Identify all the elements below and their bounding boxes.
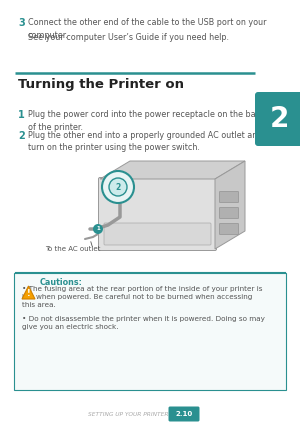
Circle shape [93,224,103,234]
Text: 2: 2 [269,105,289,133]
Circle shape [109,178,127,196]
Text: Connect the other end of the cable to the USB port on your
computer.: Connect the other end of the cable to th… [28,18,266,39]
Text: To the AC outlet: To the AC outlet [45,246,100,252]
Polygon shape [100,161,245,179]
Text: 3: 3 [18,18,25,28]
Text: • Do not disassemble the printer when it is powered. Doing so may
give you an el: • Do not disassemble the printer when it… [22,316,265,330]
Text: 2: 2 [116,182,121,192]
Text: Turning the Printer on: Turning the Printer on [18,78,184,91]
Text: !: ! [27,288,30,298]
Text: Plug the power cord into the power receptacle on the back
of the printer.: Plug the power cord into the power recep… [28,110,265,131]
FancyBboxPatch shape [98,178,217,251]
Text: Plug the other end into a properly grounded AC outlet and
turn on the printer us: Plug the other end into a properly groun… [28,131,262,153]
Text: Cautions:: Cautions: [40,278,83,287]
Text: • The fusing area at the rear portion of the inside of your printer is
hot when : • The fusing area at the rear portion of… [22,286,262,308]
FancyBboxPatch shape [220,192,238,203]
FancyBboxPatch shape [14,273,286,390]
Circle shape [102,171,134,203]
FancyBboxPatch shape [169,407,200,421]
Text: See your computer User’s Guide if you need help.: See your computer User’s Guide if you ne… [28,33,229,42]
FancyBboxPatch shape [104,223,211,245]
Text: SETTING UP YOUR PRINTER: SETTING UP YOUR PRINTER [88,412,168,416]
FancyBboxPatch shape [255,92,300,146]
Text: 1: 1 [18,110,25,120]
FancyBboxPatch shape [220,207,238,218]
Polygon shape [22,286,35,299]
Text: 1: 1 [96,226,100,232]
Text: 2.10: 2.10 [176,411,193,417]
Text: 2: 2 [18,131,25,141]
FancyBboxPatch shape [220,223,238,234]
Polygon shape [215,161,245,249]
